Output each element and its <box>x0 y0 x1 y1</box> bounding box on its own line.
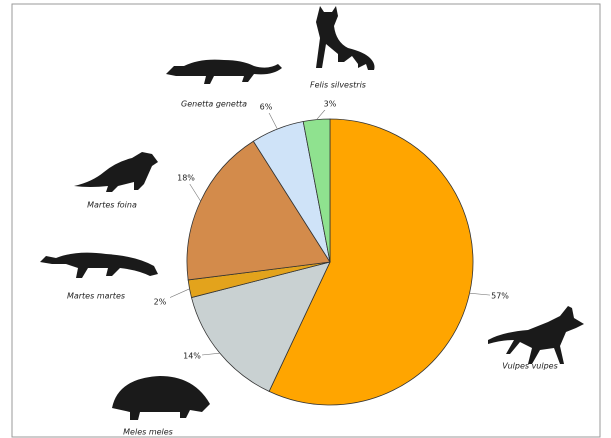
category-label: Vulpes vulpes <box>502 362 558 371</box>
silhouette-felis <box>316 6 375 70</box>
frame <box>11 3 601 438</box>
category-label: Martes martes <box>67 292 125 301</box>
animal-silhouettes <box>40 6 584 420</box>
value-label: 14% <box>183 352 201 361</box>
pie-slice <box>302 118 331 263</box>
category-label: Meles meles <box>123 428 173 437</box>
silhouette-martes-foina <box>74 152 158 192</box>
value-label: 57% <box>491 292 509 301</box>
label-bg <box>320 98 340 110</box>
value-label: 2% <box>154 298 167 307</box>
value-label: 6% <box>260 103 273 112</box>
pie-slice <box>191 261 331 392</box>
silhouette-martes-martes <box>40 252 158 278</box>
category-label: Martes foina <box>87 201 137 210</box>
value-label: 3% <box>324 100 337 109</box>
silhouette-genetta <box>166 59 282 84</box>
pie-slice <box>186 140 331 281</box>
label-bg <box>490 290 510 302</box>
label-bg <box>256 101 276 113</box>
label-bg <box>150 296 170 308</box>
label-bg <box>182 350 202 362</box>
value-label: 18% <box>177 174 195 183</box>
category-label: Felis silvestris <box>310 81 366 90</box>
silhouette-meles <box>112 376 210 420</box>
category-label: Genetta genetta <box>181 100 247 109</box>
label-bg <box>176 172 196 184</box>
silhouette-vulpes <box>488 306 584 364</box>
